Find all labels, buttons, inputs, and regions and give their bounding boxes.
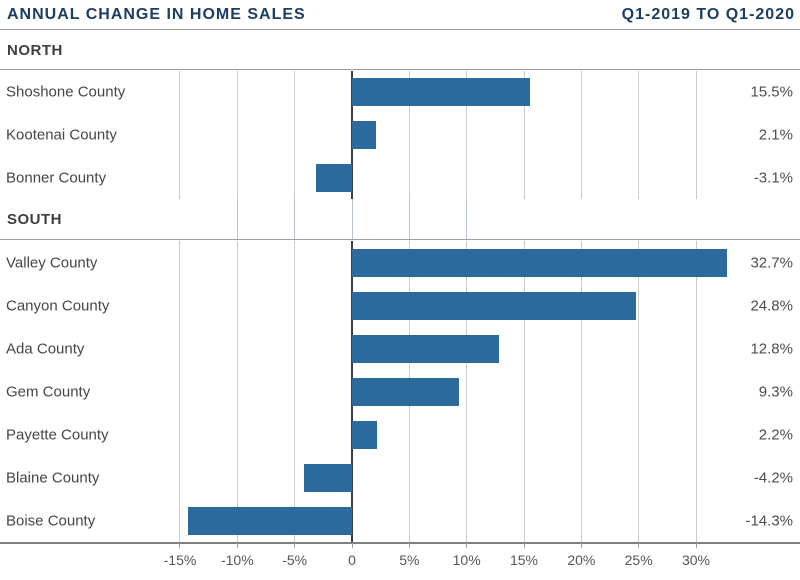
value-label: -4.2%	[753, 469, 793, 486]
gridline	[236, 71, 238, 199]
band-gridline	[351, 199, 353, 239]
chart-row: Valley County 32.7%	[0, 241, 800, 284]
gridline	[580, 241, 582, 542]
county-label: Payette County	[6, 426, 109, 443]
axis-tick-label: 15%	[509, 552, 539, 568]
axis-tick-mark	[523, 543, 525, 548]
axis-tick-mark	[179, 543, 181, 548]
axis-tick-mark	[408, 543, 410, 548]
value-label: -14.3%	[745, 512, 793, 529]
axis-tick-label: 25%	[624, 552, 653, 568]
value-bar	[352, 420, 378, 449]
gridline	[695, 71, 697, 199]
axis-tick-mark	[580, 543, 582, 548]
gridline	[523, 241, 525, 542]
county-label: Bonner County	[6, 169, 107, 187]
chart-row: Ada County 12.8%	[0, 327, 800, 370]
section-label-south: SOUTH	[7, 210, 62, 228]
band-gridline	[294, 199, 296, 239]
gridline	[466, 71, 468, 199]
value-label: -3.1%	[753, 169, 793, 187]
chart-row: Boise County -14.3%	[0, 499, 800, 542]
value-bar	[352, 78, 530, 107]
gridline	[466, 241, 468, 542]
chart-title: ANNUAL CHANGE IN HOME SALES	[7, 6, 306, 23]
chart-row: Payette County 2.2%	[0, 413, 800, 456]
band-gridline	[466, 199, 468, 239]
gridline	[638, 241, 640, 542]
axis-tick-mark	[638, 543, 640, 548]
x-axis: -15% -10% -5% 0 5% 10% 15% 20% 25% 30%	[0, 543, 800, 580]
chart-row: Kootenai County 2.1%	[0, 114, 800, 157]
value-bar	[352, 334, 499, 363]
value-bar	[303, 463, 352, 492]
gridline	[179, 241, 181, 542]
county-label: Shoshone County	[6, 83, 126, 101]
axis-tick-label: -10%	[220, 552, 254, 568]
gridline	[638, 71, 640, 199]
value-label: 32.7%	[750, 254, 793, 271]
gridline	[236, 241, 238, 542]
section-band-south: SOUTH	[0, 199, 800, 240]
county-label: Kootenai County	[6, 126, 117, 144]
axis-tick-mark	[294, 543, 296, 548]
county-label: Canyon County	[6, 297, 110, 314]
value-bar	[188, 506, 352, 535]
axis-tick-label: 20%	[567, 552, 596, 568]
value-label: 12.8%	[750, 340, 793, 357]
value-label: 2.1%	[758, 126, 793, 144]
band-gridline	[236, 199, 238, 239]
chart-row: Canyon County 24.8%	[0, 284, 800, 327]
value-bar	[316, 163, 352, 192]
gridline	[580, 71, 582, 199]
county-label: Blaine County	[6, 469, 100, 486]
band-gridline	[408, 199, 410, 239]
value-bar	[352, 377, 459, 406]
chart-row: Shoshone County 15.5%	[0, 71, 800, 114]
value-label: 9.3%	[758, 383, 793, 400]
axis-tick-mark	[695, 543, 697, 548]
axis-tick-label: 5%	[399, 552, 420, 568]
chart-row: Blaine County -4.2%	[0, 456, 800, 499]
axis-tick-label: -5%	[282, 552, 308, 568]
north-chart-area: Shoshone County 15.5% Kootenai County 2.1% B…	[0, 71, 800, 199]
chart-header: ANNUAL CHANGE IN HOME SALES Q1-2019 TO Q…	[0, 0, 800, 30]
section-label-north: NORTH	[0, 31, 800, 70]
value-label: 2.2%	[758, 426, 793, 443]
chart-row: Gem County 9.3%	[0, 370, 800, 413]
axis-tick-label: -15%	[163, 552, 197, 568]
axis-tick-mark	[351, 543, 353, 548]
county-label: Gem County	[6, 383, 91, 400]
county-label: Boise County	[6, 512, 96, 529]
gridline	[408, 71, 410, 199]
south-chart-area: Valley County 32.7% Canyon County 24.8% Ada …	[0, 241, 800, 544]
gridline	[294, 241, 296, 542]
value-label: 24.8%	[750, 297, 793, 314]
axis-tick-mark	[466, 543, 468, 548]
value-label: 15.5%	[750, 83, 793, 101]
axis-tick-label: 30%	[681, 552, 711, 568]
gridline	[294, 71, 296, 199]
county-label: Valley County	[6, 254, 98, 271]
value-bar	[352, 120, 377, 149]
county-label: Ada County	[6, 340, 85, 357]
chart-row: Bonner County -3.1%	[0, 156, 800, 199]
gridline	[179, 71, 181, 199]
value-bar	[352, 291, 637, 320]
gridline	[523, 71, 525, 199]
gridline	[695, 241, 697, 542]
axis-tick-label: 10%	[452, 552, 481, 568]
axis-tick-mark	[236, 543, 238, 548]
axis-tick-label: 0	[348, 552, 356, 568]
chart-subtitle: Q1-2019 TO Q1-2020	[621, 6, 795, 23]
value-bar	[352, 248, 727, 277]
